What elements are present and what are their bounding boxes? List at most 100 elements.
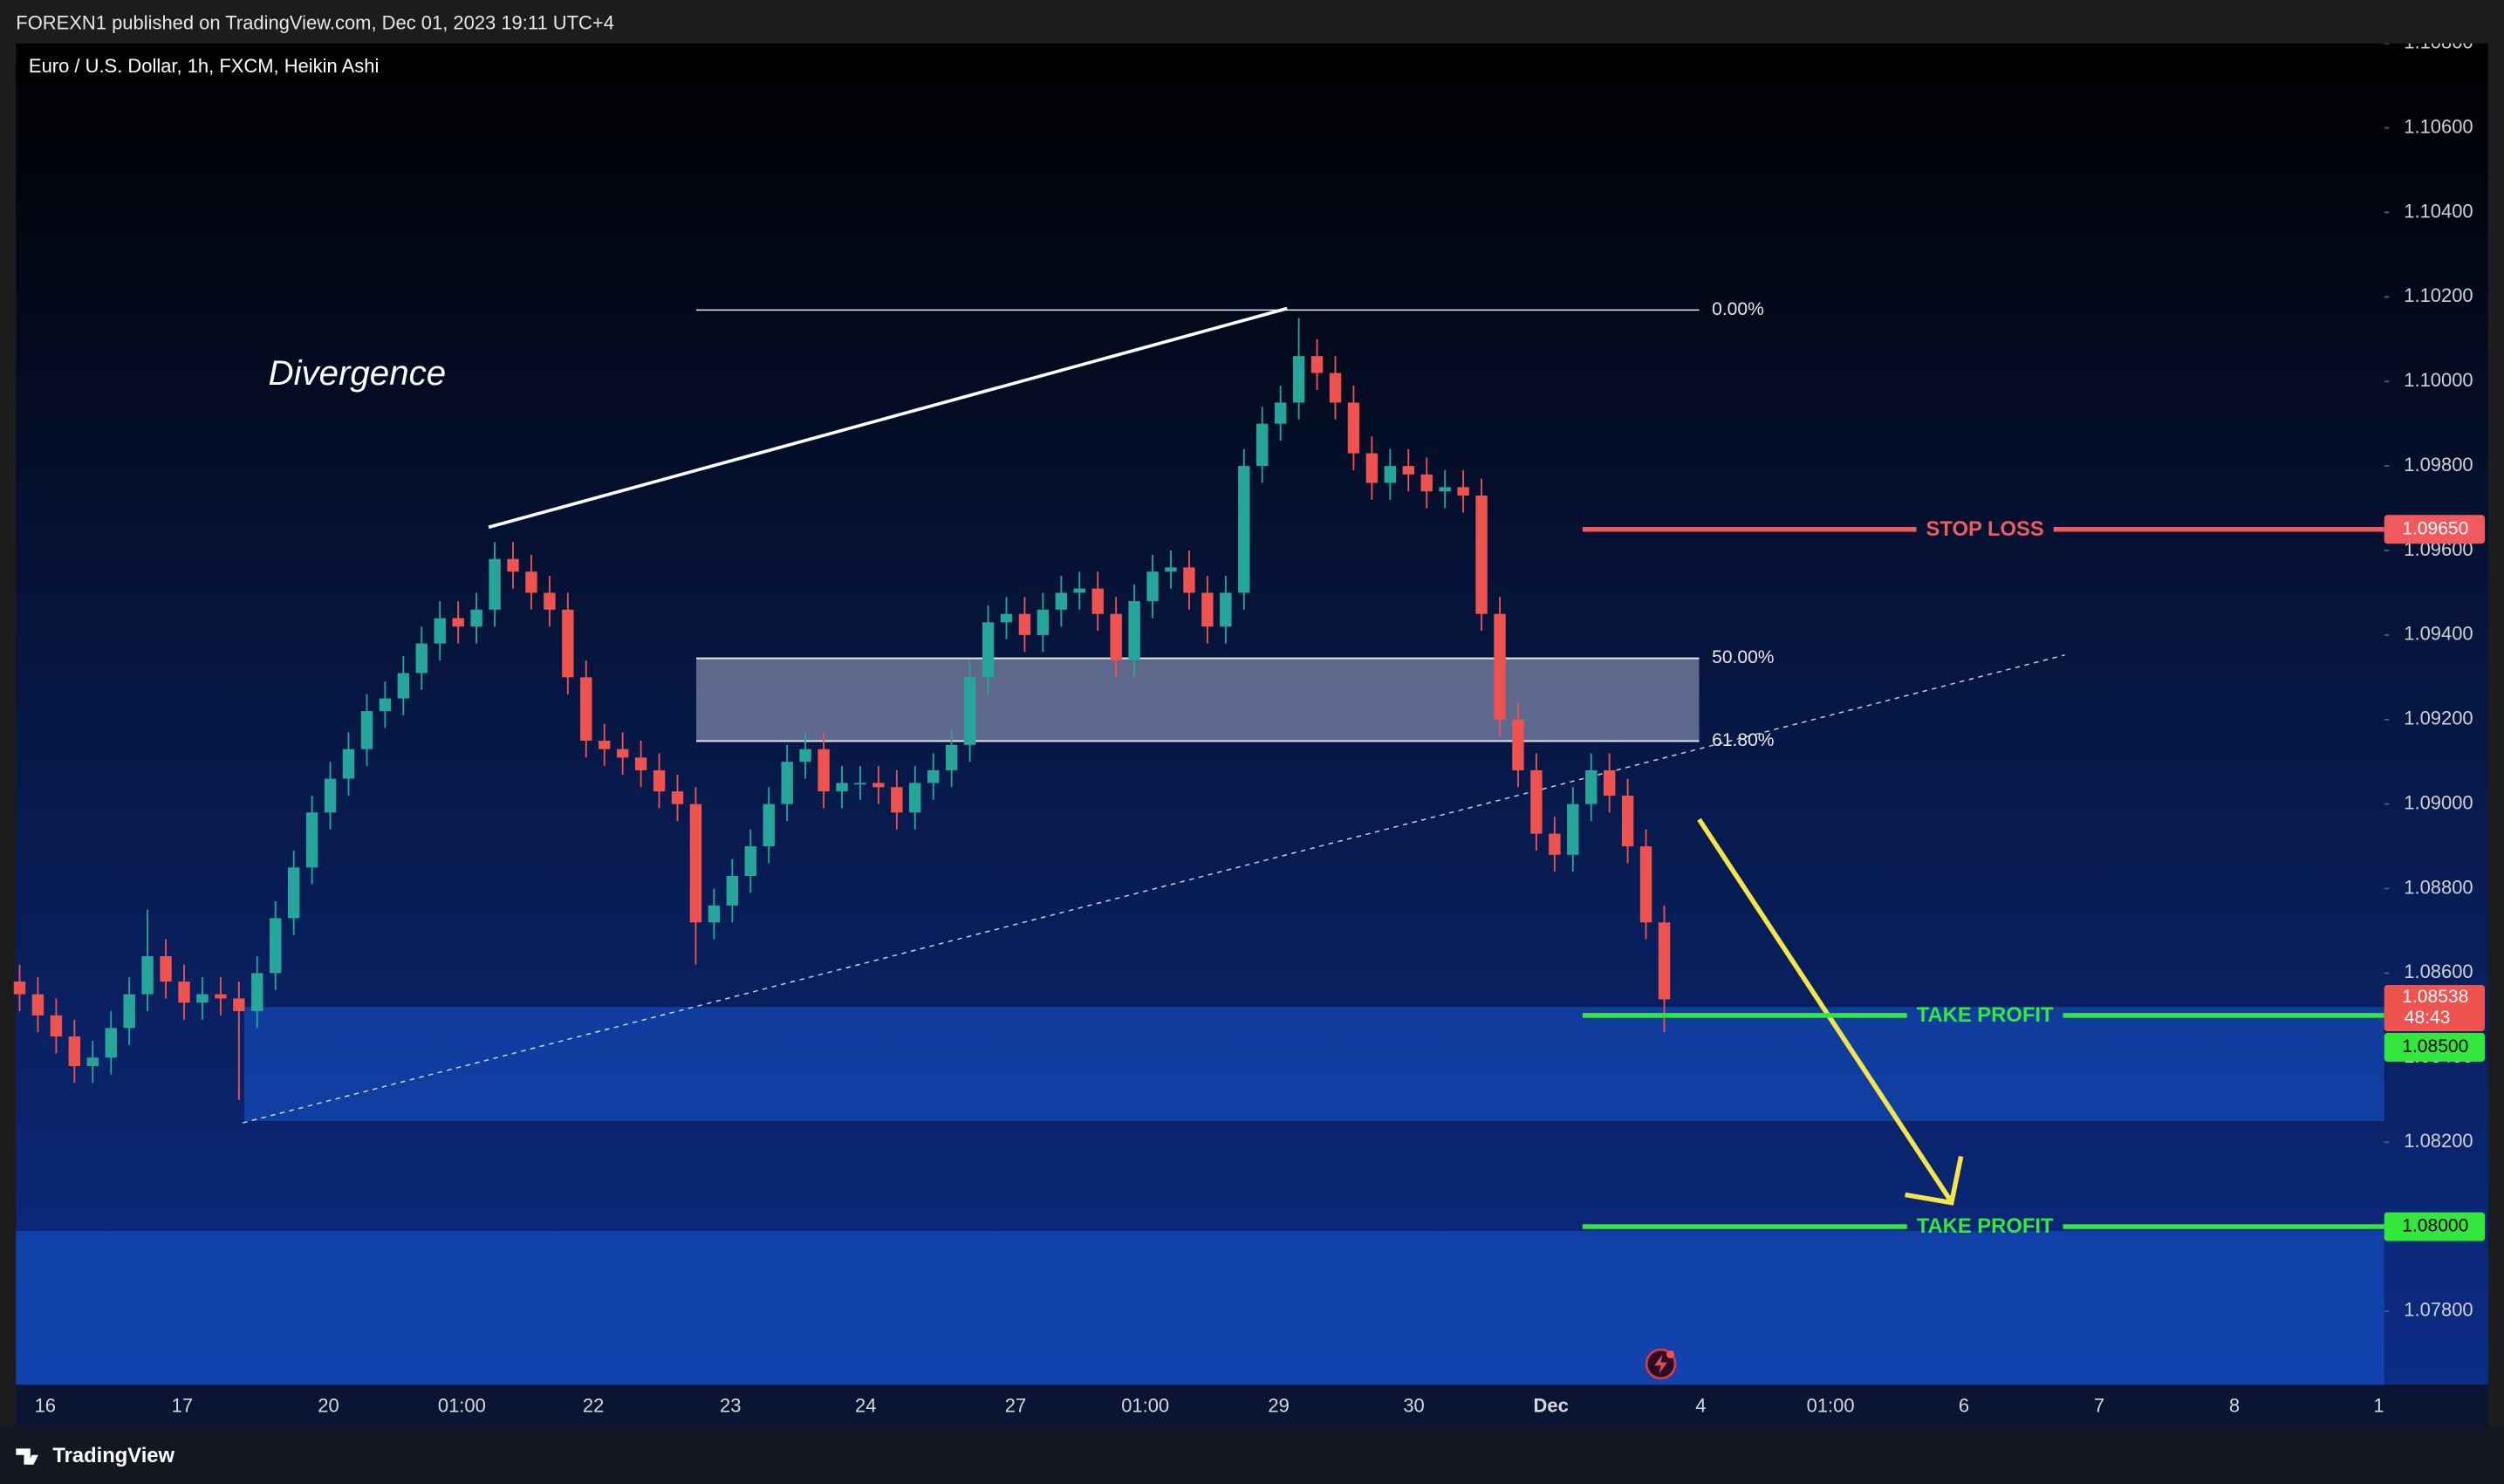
drawings bbox=[243, 654, 2065, 1124]
x-tick-label: 22 bbox=[583, 1395, 604, 1417]
y-tick-label: 1.08800 bbox=[2404, 876, 2473, 898]
candle-body bbox=[1220, 592, 1232, 627]
candle-body bbox=[13, 981, 26, 995]
candle-body bbox=[927, 769, 940, 783]
candle-body bbox=[31, 994, 44, 1016]
candle-body bbox=[1420, 474, 1433, 492]
candle-body bbox=[1402, 466, 1414, 475]
candle-body bbox=[1567, 804, 1579, 855]
y-tick-label: 1.08200 bbox=[2404, 1130, 2473, 1152]
candle-body bbox=[1347, 402, 1360, 454]
candle-body bbox=[544, 592, 556, 610]
x-tick-label: 29 bbox=[1268, 1395, 1289, 1417]
y-tick-label: 1.09400 bbox=[2404, 623, 2473, 645]
candle-body bbox=[763, 804, 775, 847]
candle-body bbox=[1055, 592, 1068, 610]
footer-logo bbox=[16, 1448, 38, 1465]
x-tick-label: 7 bbox=[2094, 1395, 2104, 1417]
candle-body bbox=[854, 783, 866, 785]
candle-body bbox=[233, 998, 245, 1012]
level-tag bbox=[2384, 1032, 2486, 1062]
candle-body bbox=[580, 677, 592, 741]
candle-body bbox=[1018, 613, 1031, 635]
countdown-label: 48:43 bbox=[2405, 1008, 2451, 1028]
candle-body bbox=[1201, 592, 1214, 627]
candle-body bbox=[1000, 613, 1013, 623]
arrow-head bbox=[1905, 1155, 1964, 1206]
levels: STOP LOSS TAKE PROFIT TAKE PROFIT bbox=[1582, 517, 2384, 1238]
candle-body bbox=[434, 618, 446, 644]
x-tick-label: 8 bbox=[2229, 1395, 2240, 1417]
chart-title: Euro / U.S. Dollar, 1h, FXCM, Heikin Ash… bbox=[29, 55, 379, 77]
candle-body bbox=[1036, 609, 1050, 635]
candle-body bbox=[1585, 769, 1597, 804]
candle-body bbox=[1183, 567, 1195, 593]
candle-body bbox=[945, 744, 958, 770]
candle-body bbox=[1165, 567, 1177, 572]
candle-body bbox=[1128, 601, 1140, 660]
candle-body bbox=[452, 618, 464, 627]
candle-body bbox=[1603, 769, 1616, 796]
candle-body bbox=[160, 956, 172, 982]
x-tick-label: 16 bbox=[35, 1395, 56, 1417]
candle-body bbox=[909, 783, 921, 813]
y-tick-label: 1.09200 bbox=[2404, 708, 2473, 729]
x-tick-label: 01:00 bbox=[1807, 1395, 1855, 1417]
x-tick-label: 1 bbox=[2373, 1395, 2384, 1417]
candle-body bbox=[123, 994, 135, 1029]
candle-body bbox=[891, 787, 903, 813]
time-axis: 16 17 20 01:00 22 23 24 27 01:00 29 30 Dec 4 01:00 6 7 8… bbox=[35, 1395, 2384, 1417]
y-tick-label: 1.09000 bbox=[2404, 791, 2473, 813]
fib-label: 0.00% bbox=[1712, 299, 1764, 319]
candle-body bbox=[1439, 487, 1451, 492]
candle-body bbox=[1494, 613, 1506, 720]
level-tag bbox=[2384, 1212, 2486, 1241]
header-bar bbox=[0, 0, 2504, 44]
candle-body bbox=[616, 749, 629, 758]
candle-body bbox=[1549, 833, 1561, 855]
divergence-line bbox=[488, 306, 1288, 530]
x-tick-label: 4 bbox=[1695, 1395, 1706, 1417]
alert-bolt bbox=[1654, 1354, 1667, 1374]
x-tick-label: 01:00 bbox=[1121, 1395, 1169, 1417]
overlay: Divergence bbox=[268, 306, 1964, 1380]
candle-body bbox=[196, 994, 209, 1003]
y-tick-label: 1.07800 bbox=[2404, 1299, 2473, 1321]
candle-body bbox=[86, 1057, 99, 1066]
candles bbox=[13, 318, 1671, 1100]
level-tag-label: 1.08000 bbox=[2402, 1216, 2468, 1236]
candle-body bbox=[1365, 453, 1379, 483]
x-tick-label: 30 bbox=[1403, 1395, 1424, 1417]
candle-body bbox=[1530, 769, 1543, 834]
candle-body bbox=[708, 905, 721, 923]
y-tick-label: 1.10000 bbox=[2404, 369, 2473, 391]
candle-body bbox=[836, 783, 848, 792]
zone bbox=[244, 1007, 2384, 1121]
level-tag bbox=[2384, 515, 2486, 544]
candle-body bbox=[1146, 571, 1159, 602]
candle-body bbox=[799, 749, 811, 763]
y-tick-label: 1.10200 bbox=[2404, 284, 2473, 306]
candle-body bbox=[689, 804, 702, 923]
candle-body bbox=[1238, 466, 1250, 593]
candle-body bbox=[872, 783, 885, 788]
candle-body bbox=[1658, 922, 1671, 1000]
candle-body bbox=[105, 1028, 117, 1058]
x-tick-label: Dec bbox=[1534, 1395, 1569, 1417]
x-tick-label: 27 bbox=[1005, 1395, 1026, 1417]
footer-bar bbox=[0, 1426, 2504, 1484]
fib-label: 50.00% bbox=[1712, 647, 1774, 667]
fib-retracement: 0.00% 50.00% 61.80% bbox=[696, 299, 1774, 750]
candle-body bbox=[287, 867, 300, 919]
candle-body bbox=[68, 1036, 81, 1066]
candle-body bbox=[1384, 466, 1397, 483]
plot-background bbox=[16, 43, 2488, 1385]
zone bbox=[16, 1230, 2384, 1385]
candle-body bbox=[397, 673, 410, 699]
fib-label: 61.80% bbox=[1712, 730, 1774, 750]
y-tick-label: 1.08600 bbox=[2404, 961, 2473, 982]
candle-body bbox=[781, 762, 793, 804]
